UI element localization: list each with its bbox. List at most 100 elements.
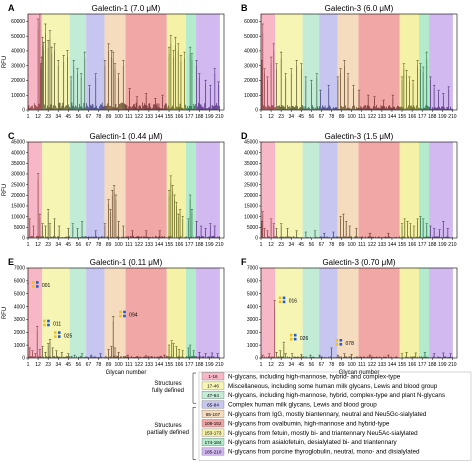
bar-glycan-23 [280,58,282,110]
bar-glycan-136 [384,237,385,238]
bar-glycan-126 [142,357,143,358]
bar-glycan-25 [282,106,284,110]
bar-glycan-35 [291,106,293,110]
bar-glycan-112 [129,357,130,358]
bar-glycan-97 [348,236,350,238]
bar-glycan-23 [280,225,282,238]
bar-glycan-174 [186,108,187,110]
bar-glycan-178 [422,220,424,238]
bar-glycan-70 [90,106,92,110]
bar-glycan-192 [202,355,204,358]
bar-glycan-110 [127,108,129,110]
bar-glycan-93 [344,356,346,358]
region-band-185-210 [429,142,453,238]
bar-glycan-29 [286,108,287,110]
bar-glycan-161 [407,223,408,238]
bar-glycan-48 [303,237,305,238]
bar-glycan-74 [327,107,329,110]
bar-glycan-210 [219,106,220,110]
bar-glycan-44 [300,237,301,238]
bar-glycan-88 [340,73,342,110]
bar-glycan-43 [66,355,67,358]
bar-glycan-19 [277,236,278,238]
y-tick-label: 10000 [244,93,258,99]
bar-glycan-123 [372,236,374,238]
bar-glycan-67 [88,107,89,110]
bar-glycan-86 [105,355,107,358]
bar-glycan-11 [269,107,271,110]
bar-glycan-204 [446,236,448,238]
bar-glycan-115 [365,357,366,358]
x-tick-label: 144 [388,362,397,368]
glycan-id-label: 026 [300,336,309,342]
bar-glycan-199 [442,106,443,110]
bar-glycan-23 [280,356,282,358]
bar-glycan-46 [68,235,70,238]
bar-glycan-14 [272,356,274,358]
bar-glycan-180 [424,107,426,110]
bar-glycan-138 [386,356,387,358]
bar-glycan-140 [154,235,156,238]
bar-glycan-182 [193,103,195,110]
bar-glycan-122 [371,236,373,238]
bar-glycan-147 [394,357,396,358]
bar-glycan-33 [56,356,58,358]
region-band-1-16 [27,142,43,238]
y-tick-label: 40000 [11,150,25,156]
bar-glycan-45 [67,229,69,238]
y-tick-label: 0 [255,356,258,362]
bar-glycan-166 [411,107,413,110]
bar-glycan-106 [123,236,125,238]
x-tick-label: 155 [165,362,174,368]
glycan-block [36,281,39,284]
bar-glycan-165 [410,105,412,110]
bar-glycan-24 [48,356,50,358]
bar-glycan-61 [315,236,317,238]
bar-glycan-201 [210,236,212,238]
bar-glycan-49 [71,102,73,110]
bar-glycan-25 [282,356,284,358]
bar-glycan-41 [64,356,65,358]
x-tick-label: 188 [195,242,204,248]
bar-glycan-180 [191,355,193,358]
panel-title: Galectin-1 (0.44 μM) [89,132,162,141]
bar-glycan-2 [261,65,263,110]
bar-glycan-98 [116,355,118,358]
bar-glycan-178 [189,199,191,238]
bar-glycan-6 [32,105,33,110]
bar-glycan-13 [38,236,40,238]
bar-glycan-138 [386,106,387,110]
bar-glycan-116 [366,357,367,358]
x-tick-label: 12 [268,242,274,248]
bar-glycan-10 [35,106,37,110]
bar-glycan-193 [203,108,205,110]
bar-glycan-204 [446,107,448,110]
bar-glycan-18 [43,235,44,238]
bar-glycan-31 [55,105,56,110]
bar-glycan-133 [148,355,150,358]
bar-glycan-89 [108,203,109,238]
glycan-block [36,285,39,288]
x-tick-label: 89 [339,362,345,368]
bar-glycan-44 [300,107,301,110]
bar-glycan-139 [154,104,155,110]
bar-glycan-163 [176,347,177,358]
bar-glycan-132 [380,105,382,110]
bar-glycan-87 [339,236,341,238]
bar-glycan-207 [216,237,217,238]
bar-glycan-50 [305,80,307,110]
bar-glycan-143 [390,356,392,358]
bar-glycan-51 [306,237,308,238]
bar-glycan-178 [189,53,191,110]
region-band-47-64 [302,14,320,110]
bar-glycan-123 [139,236,141,238]
bar-glycan-12 [270,62,272,110]
x-tick-label: 188 [428,242,437,248]
bar-glycan-93 [344,236,346,238]
bar-glycan-156 [169,236,171,238]
y-tick-label: 50000 [11,34,25,40]
bar-glycan-208 [217,105,218,110]
y-tick-label: 4000 [247,304,258,310]
bar-glycan-121 [370,236,372,238]
bar-glycan-154 [167,105,169,110]
